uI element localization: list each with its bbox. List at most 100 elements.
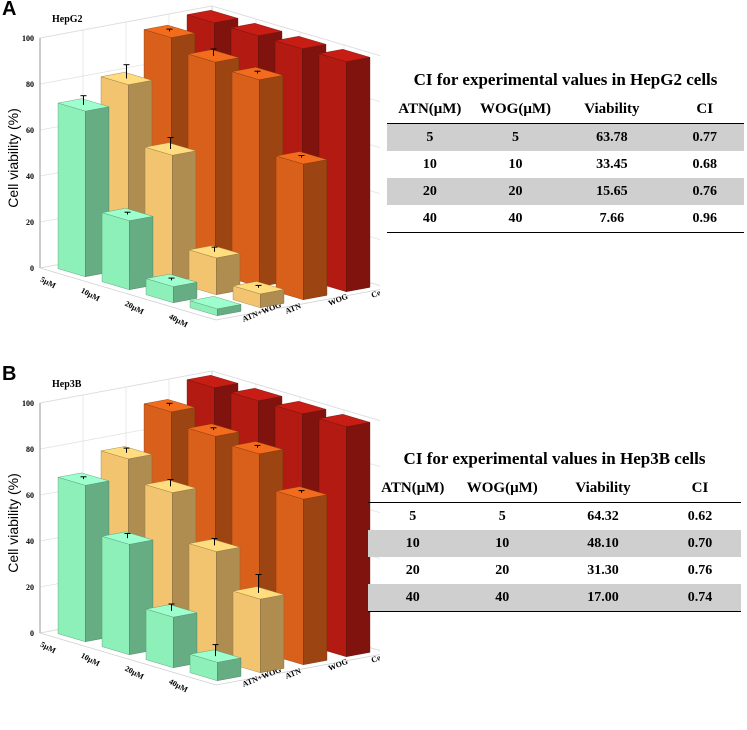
cell-atn: 40 xyxy=(387,205,473,233)
cell-viability: 7.66 xyxy=(558,205,666,233)
panel-letter: A xyxy=(2,0,17,20)
cell-atn: 5 xyxy=(409,508,417,524)
table-row: 10 10 48.10 0.70 xyxy=(368,530,741,557)
chart-hepg2: 0 20 40 60 80 100 Cell viability (%) HepG2 5μM 10… xyxy=(5,5,380,330)
table-row: 20 20 31.30 0.76 xyxy=(368,557,741,584)
bar-top xyxy=(188,538,241,552)
ci-table-hep3b: CI for experimental values in Hep3B cell… xyxy=(368,449,741,612)
table-row: 5 5 63.78 0.77 xyxy=(387,123,744,151)
bar xyxy=(275,151,328,300)
bar-front xyxy=(101,536,130,655)
y-tick-label: 80 xyxy=(26,80,34,89)
cell-wog: 10 xyxy=(457,530,548,557)
table-row: 5 5 64.32 0.62 xyxy=(368,503,741,531)
bar-top xyxy=(186,375,239,388)
chart-title: Hep3B xyxy=(52,379,82,390)
cell-ci: 0.76 xyxy=(665,178,744,205)
cell-ci: 0.68 xyxy=(692,156,717,172)
bar xyxy=(101,531,154,655)
header-wog: WOG(μM) xyxy=(472,96,559,124)
bar-top xyxy=(230,23,283,36)
panel-a: A 0 20 40 60 80 100 Cell viability (%) HepG2 5μM… xyxy=(2,0,744,330)
table-caption: CI for experimental values in HepG2 cell… xyxy=(413,70,718,89)
bar-top xyxy=(189,296,242,310)
table-row: 10 10 33.45 0.68 xyxy=(387,151,744,178)
table-row: 40 40 17.00 0.74 xyxy=(368,584,741,612)
y-tick-label: 40 xyxy=(26,172,34,181)
bar-top xyxy=(232,586,285,600)
y-tick-label: 60 xyxy=(26,491,34,500)
cell-atn: 10 xyxy=(422,156,437,172)
bar-top xyxy=(145,604,198,618)
bar xyxy=(189,644,242,681)
cell-viability: 64.32 xyxy=(587,508,619,524)
bar xyxy=(57,472,110,642)
y-axis-label: Cell viability (%) xyxy=(5,473,21,573)
bar-top xyxy=(230,388,283,401)
y-axis-label: Cell viability (%) xyxy=(5,108,21,208)
table-caption: CI for experimental values in Hep3B cell… xyxy=(403,449,706,468)
cell-atn: 40 xyxy=(368,584,458,612)
cell-wog: 5 xyxy=(498,508,506,524)
bar-side xyxy=(346,422,371,657)
chart-title: HepG2 xyxy=(52,14,83,25)
cell-viability: 48.10 xyxy=(547,530,659,557)
panel-b: B 0 20 40 60 80 100 Cell viability (%) Hep3B 5μM… xyxy=(0,363,747,730)
table-header-row: ATN(μM) WOG(μM) Viability CI xyxy=(368,475,741,503)
table-row: 20 20 15.65 0.76 xyxy=(387,178,744,205)
x-category-label: 40μM xyxy=(167,312,189,330)
bar-front xyxy=(275,155,304,300)
bar-top xyxy=(274,36,327,49)
cell-ci: 0.74 xyxy=(658,584,741,612)
x-category-label: 5μM xyxy=(39,640,58,656)
y-tick-label: 80 xyxy=(26,445,34,454)
cell-atn: 20 xyxy=(387,178,473,205)
bar xyxy=(318,414,371,657)
cell-atn: 5 xyxy=(387,123,473,151)
header-viability: Viability xyxy=(547,475,659,503)
cell-viability: 31.30 xyxy=(587,562,619,578)
cell-ci: 0.70 xyxy=(658,530,741,557)
cell-wog: 5 xyxy=(472,123,559,151)
cell-wog: 20 xyxy=(495,562,510,578)
cell-wog: 40 xyxy=(472,205,559,233)
bar xyxy=(145,603,198,668)
x-category-label: 20μM xyxy=(123,299,145,317)
bar xyxy=(189,296,242,316)
y-tick-label: 20 xyxy=(26,583,34,592)
series-label: Control xyxy=(370,646,380,665)
cell-viability: 15.65 xyxy=(558,178,666,205)
x-category-label: 40μM xyxy=(167,677,189,695)
series-label: WOG xyxy=(327,292,349,308)
bar-top xyxy=(231,441,284,455)
bar xyxy=(57,95,110,277)
series-label: Control xyxy=(370,281,380,300)
gridline xyxy=(39,370,380,422)
cell-viability: 17.00 xyxy=(547,584,659,612)
cell-ci: 0.77 xyxy=(665,123,744,151)
bar-top xyxy=(100,446,153,460)
bar-top xyxy=(318,414,371,427)
bar-top xyxy=(143,24,196,38)
bar-top xyxy=(274,401,327,414)
x-category-label: 10μM xyxy=(79,286,101,304)
x-category-label: 5μM xyxy=(39,275,58,291)
y-tick-label: 0 xyxy=(30,264,34,273)
y-tick-label: 60 xyxy=(26,126,34,135)
cell-atn: 10 xyxy=(368,530,458,557)
x-category-label: 10μM xyxy=(79,651,101,669)
y-tick-label: 20 xyxy=(26,218,34,227)
header-wog: WOG(μM) xyxy=(457,475,548,503)
cell-viability: 63.78 xyxy=(558,123,666,151)
bar-top xyxy=(186,10,239,23)
bar-side xyxy=(303,494,328,665)
y-tick-label: 100 xyxy=(22,399,34,408)
bar-side xyxy=(260,594,285,673)
cell-wog: 20 xyxy=(472,178,559,205)
bar-side xyxy=(303,159,328,300)
chart-hep3b: 0 20 40 60 80 100 Cell viability (%) Hep3B 5μM 10… xyxy=(5,370,380,695)
ci-table-hepg2: CI for experimental values in HepG2 cell… xyxy=(387,70,744,233)
bar-front xyxy=(101,212,130,290)
header-atn: ATN(μM) xyxy=(368,475,458,503)
header-viability: Viability xyxy=(558,96,666,124)
